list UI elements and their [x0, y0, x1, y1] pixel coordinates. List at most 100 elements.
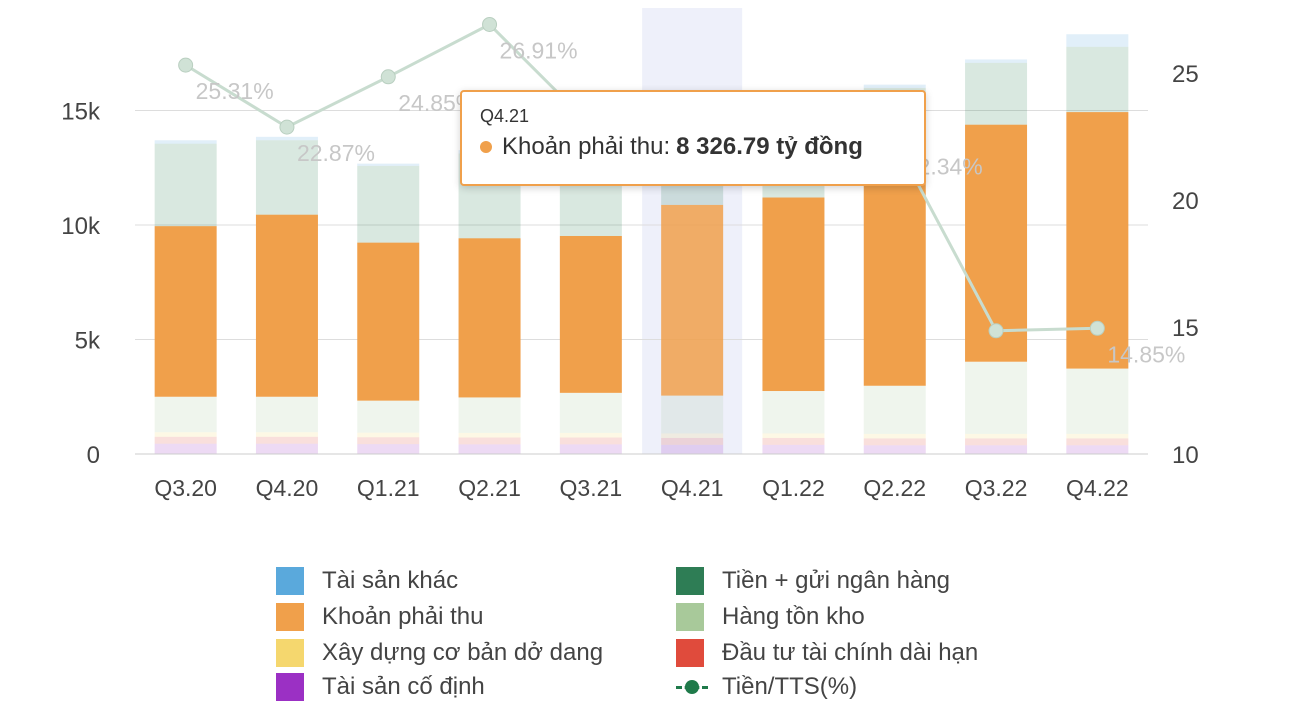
legend-swatch	[276, 567, 304, 595]
x-tick-label: Q1.22	[762, 475, 825, 501]
y-left-tick-label: 5k	[75, 328, 101, 355]
bar-segment	[965, 433, 1028, 439]
y-left-tick-label: 10k	[61, 213, 101, 240]
legend-swatch	[276, 603, 304, 631]
bar-segment	[458, 444, 521, 454]
legend-swatch	[676, 639, 704, 667]
y-left-tick-label: 0	[87, 442, 100, 469]
bar-segment	[357, 444, 420, 454]
bar-segment	[661, 433, 724, 438]
bar-segment	[559, 392, 622, 433]
bar-segment	[357, 163, 420, 166]
bar-segment	[863, 445, 926, 454]
legend-label: Đầu tư tài chính dài hạn	[722, 639, 979, 666]
line-point	[988, 323, 1004, 339]
bar-segment	[154, 432, 217, 437]
bar-segment	[154, 143, 217, 227]
tooltip-row: Khoản phải thu: 8 326.79 tỷ đồng	[480, 133, 906, 161]
line-data-label: 14.85%	[1107, 341, 1185, 367]
line-data-label: 25.31%	[196, 78, 274, 104]
tooltip: Q4.21 Khoản phải thu: 8 326.79 tỷ đồng	[460, 90, 926, 186]
legend-item-tien-tts[interactable]: Tiền/TTS(%)	[676, 672, 857, 702]
tooltip-value: 8 326.79 tỷ đồng	[676, 133, 863, 160]
line-point	[380, 69, 396, 85]
legend-label: Tài sản khác	[322, 567, 459, 594]
bar-segment	[559, 235, 622, 393]
line-point	[279, 119, 295, 135]
tooltip-dot-icon	[480, 141, 492, 153]
bar-segment	[154, 443, 217, 454]
bar-segment	[1066, 445, 1129, 454]
bar-segment	[762, 391, 825, 434]
y-right-tick-label: 15	[1172, 315, 1199, 342]
y-right-tick-label: 20	[1172, 188, 1199, 215]
x-tick-label: Q4.20	[256, 475, 319, 501]
bar-segment	[255, 436, 318, 444]
bar-segment	[1066, 438, 1129, 446]
bar-segment	[1066, 46, 1129, 113]
line-data-label: 22.87%	[297, 140, 375, 166]
bar-segment	[1066, 368, 1129, 434]
bar-segment	[661, 395, 724, 434]
bar-segment	[863, 438, 926, 446]
x-tick-label: Q4.21	[661, 475, 724, 501]
legend-item-tien-gui-ngan-hang[interactable]: Tiền + gửi ngân hàng	[676, 566, 950, 596]
legend-label: Xây dựng cơ bản dở dang	[322, 639, 604, 666]
bar-segment	[559, 432, 622, 438]
bar-segment	[357, 400, 420, 433]
bar-segment	[863, 385, 926, 434]
y-right-tick-label: 25	[1172, 61, 1199, 88]
x-tick-label: Q4.22	[1066, 475, 1129, 501]
bar-segment	[559, 437, 622, 445]
bar-segment	[965, 438, 1028, 446]
bar-segment	[965, 124, 1028, 362]
legend-swatch	[676, 603, 704, 631]
legend-label: Khoản phải thu	[322, 603, 484, 630]
bar-segment	[357, 165, 420, 243]
legend-item-xay-dung-co-ban[interactable]: Xây dựng cơ bản dở dang	[276, 638, 603, 668]
bar-segment	[965, 445, 1028, 454]
bar-segment	[357, 242, 420, 401]
bar-segment	[965, 59, 1028, 63]
legend-swatch	[276, 639, 304, 667]
bar-segment	[154, 140, 217, 144]
legend-item-dau-tu-tai-chinh[interactable]: Đầu tư tài chính dài hạn	[676, 638, 978, 668]
tooltip-series-label: Khoản phải thu:	[502, 133, 671, 160]
bar-segment	[255, 396, 318, 433]
tooltip-title: Q4.21	[480, 106, 530, 126]
bar-segment	[458, 432, 521, 438]
bar-segment	[458, 397, 521, 433]
bar-segment	[154, 396, 217, 433]
line-data-label: 26.91%	[500, 37, 578, 63]
legend-label: Hàng tồn kho	[722, 603, 865, 630]
bar-segment	[661, 437, 724, 445]
bar-segment	[762, 197, 825, 392]
legend-item-hang-ton-kho[interactable]: Hàng tồn kho	[676, 602, 865, 632]
bar-segment	[863, 84, 926, 89]
bar-segment	[255, 136, 318, 141]
bar-segment	[559, 444, 622, 454]
line-point	[1089, 320, 1105, 336]
bar-segment	[762, 433, 825, 438]
x-tick-label: Q3.21	[560, 475, 623, 501]
bar-segment	[357, 432, 420, 438]
bar-segment	[965, 361, 1028, 434]
bar-segment	[357, 437, 420, 445]
x-tick-label: Q1.21	[357, 475, 420, 501]
bar-segment	[863, 175, 926, 386]
x-tick-label: Q3.22	[965, 475, 1028, 501]
bar-segment	[154, 226, 217, 397]
legend-item-tai-san-co-dinh[interactable]: Tài sản cố định	[276, 672, 485, 702]
legend-item-tai-san-khac[interactable]: Tài sản khác	[276, 566, 458, 596]
legend-line-marker	[676, 677, 708, 697]
bar-segment	[863, 433, 926, 439]
legend-label: Tiền/TTS(%)	[722, 673, 858, 700]
bar-segment	[762, 444, 825, 454]
legend-swatch	[676, 567, 704, 595]
x-tick-label: Q3.20	[154, 475, 217, 501]
y-left-tick-label: 15k	[61, 99, 101, 126]
x-tick-label: Q2.22	[863, 475, 926, 501]
legend-item-khoan-phai-thu[interactable]: Khoản phải thu	[276, 602, 483, 632]
bar-segment	[255, 443, 318, 454]
bar-segment	[458, 437, 521, 445]
